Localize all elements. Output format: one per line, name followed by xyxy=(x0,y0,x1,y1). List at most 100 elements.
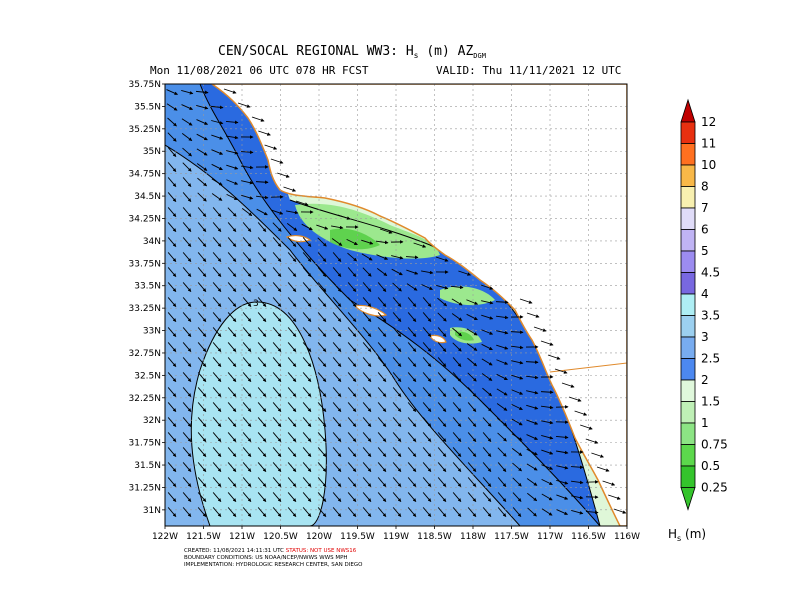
wave-arrow xyxy=(302,252,312,263)
colorbar-label: 3 xyxy=(701,330,709,344)
wave-arrow xyxy=(332,342,342,353)
wave-arrow xyxy=(526,463,538,471)
wave-arrow xyxy=(182,447,192,458)
wave-arrow xyxy=(182,417,192,428)
wave-arrow xyxy=(257,252,267,263)
wave-arrow xyxy=(377,432,387,443)
wave-arrow xyxy=(481,300,494,305)
map-panel: 3 xyxy=(165,84,627,526)
wave-arrow xyxy=(257,237,267,248)
colorbar-label: 5 xyxy=(701,244,709,258)
wave-arrow xyxy=(458,270,471,276)
wave-arrow xyxy=(541,420,554,425)
wave-arrow xyxy=(242,462,252,473)
wave-arrow xyxy=(197,312,207,323)
wave-arrow xyxy=(212,402,222,413)
colorbar-label: 4.5 xyxy=(701,266,720,280)
wave-arrow xyxy=(257,282,267,293)
lat-tick-label: 35.5N xyxy=(134,102,161,112)
wave-arrow xyxy=(362,342,372,353)
wave-arrow xyxy=(467,432,477,443)
wave-arrow xyxy=(497,432,507,442)
wave-arrow xyxy=(421,270,434,275)
wave-arrow xyxy=(437,492,447,503)
wave-arrow xyxy=(555,435,569,440)
wave-arrow xyxy=(197,177,208,187)
wave-arrow xyxy=(376,268,388,276)
wave-arrow xyxy=(481,329,494,335)
wave-arrow xyxy=(225,120,239,125)
wave-arrow xyxy=(571,495,584,500)
wave-arrow xyxy=(482,507,492,518)
wave-arrow xyxy=(167,462,177,473)
wave-arrow xyxy=(257,342,267,353)
wave-arrow xyxy=(302,462,312,473)
wave-arrow xyxy=(392,417,402,428)
lat-tick-label: 35.25N xyxy=(129,125,162,135)
wave-arrow xyxy=(391,268,403,276)
wave-arrow xyxy=(302,237,312,248)
wave-arrow xyxy=(258,130,271,136)
wave-arrow xyxy=(302,417,312,428)
wave-arrow xyxy=(377,492,387,503)
wave-arrow xyxy=(227,222,237,233)
wave-arrow xyxy=(211,120,224,125)
wave-arrow xyxy=(332,372,342,383)
wave-arrow xyxy=(540,340,554,346)
wave-arrow xyxy=(452,507,462,518)
wave-arrow xyxy=(287,312,297,323)
wave-arrow xyxy=(392,387,402,398)
wave-arrow xyxy=(481,373,493,381)
wave-arrow xyxy=(167,432,177,443)
wave-arrow xyxy=(277,172,290,178)
wave-arrow xyxy=(519,298,533,304)
wave-arrow xyxy=(437,417,447,428)
wave-arrow xyxy=(287,507,297,518)
wave-arrow xyxy=(241,180,254,185)
wave-arrow xyxy=(413,242,427,248)
wave-arrow xyxy=(197,357,207,368)
lon-tick-label: 116W xyxy=(614,532,640,542)
wave-arrow xyxy=(302,402,312,413)
wave-arrow xyxy=(227,387,237,398)
wave-arrow xyxy=(197,372,207,383)
wave-arrow xyxy=(467,372,477,382)
wave-arrow xyxy=(242,447,252,458)
wave-arrow xyxy=(347,342,357,353)
wave-arrow xyxy=(227,492,237,503)
wave-arrow xyxy=(347,507,357,518)
colorbar-label: 3.5 xyxy=(701,309,720,323)
lon-tick-label: 116.5W xyxy=(571,532,606,542)
wave-arrow xyxy=(182,297,192,308)
colorbar-swatch xyxy=(680,272,696,295)
wave-arrow xyxy=(407,372,417,383)
wave-arrow xyxy=(167,147,177,158)
colorbar-swatch xyxy=(680,422,696,445)
wave-arrow xyxy=(283,186,297,192)
wave-arrow xyxy=(347,492,357,503)
wave-arrow xyxy=(437,507,447,518)
wave-arrow xyxy=(331,238,343,246)
wave-arrow xyxy=(181,133,193,141)
wave-arrow xyxy=(257,327,267,338)
wave-arrow xyxy=(212,342,222,353)
wave-arrow xyxy=(407,342,417,353)
wave-arrow xyxy=(480,284,494,290)
colorbar-swatch xyxy=(680,379,696,402)
wave-arrow xyxy=(212,267,222,278)
wave-arrow xyxy=(347,297,357,308)
wave-arrow xyxy=(287,432,297,443)
wave-arrow xyxy=(167,477,177,488)
wave-arrow xyxy=(482,387,493,397)
forecast-run-info: Mon 11/08/2021 06 UTC 078 HR FCST xyxy=(150,64,369,77)
wave-arrow xyxy=(212,282,222,293)
wave-arrow xyxy=(585,438,599,444)
colorbar-label: 8 xyxy=(701,180,709,194)
colorbar-bottom-triangle xyxy=(680,487,696,511)
wave-arrow xyxy=(272,372,282,383)
wave-arrow xyxy=(377,462,387,473)
wave-arrow xyxy=(362,402,372,413)
colorbar-label: 0.75 xyxy=(701,438,728,452)
lon-tick-label: 122W xyxy=(152,532,178,542)
wave-arrow xyxy=(211,149,224,155)
